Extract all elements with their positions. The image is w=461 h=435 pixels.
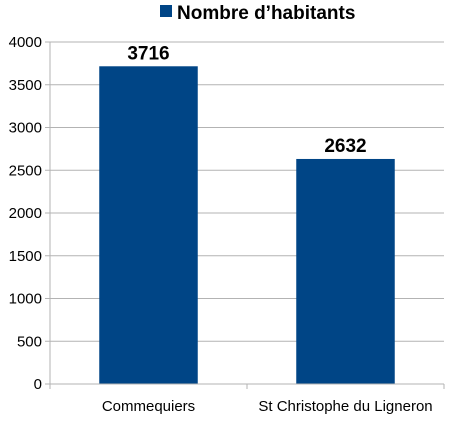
y-axis-ticks: 0 500 1000 1500 2000 2500 3000 3500 4000 bbox=[9, 34, 50, 393]
y-tick-label: 3000 bbox=[9, 120, 42, 137]
y-tick-label: 2500 bbox=[9, 162, 42, 179]
axes bbox=[49, 42, 445, 389]
bar bbox=[296, 158, 395, 384]
legend-label: Nombre d’habitants bbox=[177, 3, 355, 24]
data-labels: 3716 2632 bbox=[127, 43, 366, 157]
data-label: 3716 bbox=[127, 43, 169, 64]
x-category-label: Commequiers bbox=[102, 398, 195, 415]
y-tick-label: 0 bbox=[34, 376, 42, 393]
y-tick-label: 500 bbox=[17, 333, 42, 350]
x-category-label: St Christophe du Ligneron bbox=[258, 398, 432, 415]
y-tick-label: 3500 bbox=[9, 77, 42, 94]
y-tick-label: 4000 bbox=[9, 34, 42, 51]
bar bbox=[99, 66, 198, 385]
y-tick-label: 2000 bbox=[9, 205, 42, 222]
legend: Nombre d’habitants bbox=[160, 3, 355, 24]
y-tick-label: 1500 bbox=[9, 248, 42, 265]
data-label: 2632 bbox=[324, 136, 366, 157]
y-tick-label: 1000 bbox=[9, 291, 42, 308]
bars bbox=[99, 66, 395, 385]
x-axis-labels: Commequiers St Christophe du Ligneron bbox=[102, 398, 433, 415]
legend-swatch bbox=[160, 5, 172, 17]
